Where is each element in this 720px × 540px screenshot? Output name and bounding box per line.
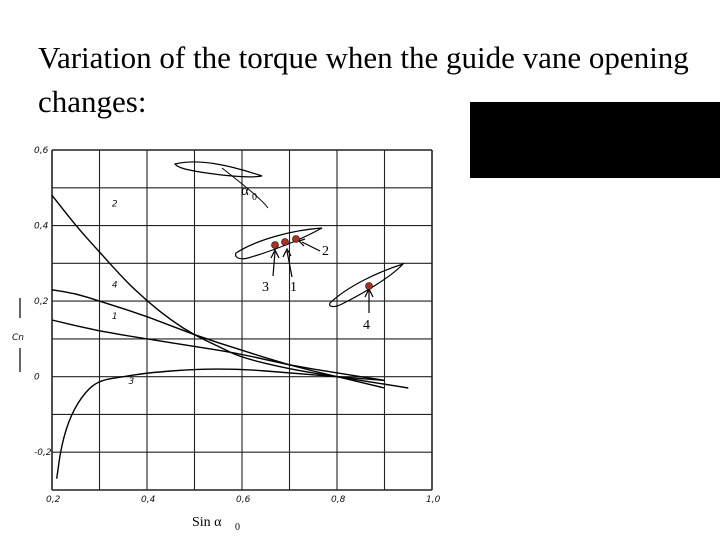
y-tick-label: 0,6 xyxy=(34,146,49,156)
y-tick-label: 0 xyxy=(34,373,40,383)
pivot-marker-2 xyxy=(292,235,300,243)
x-tick-label: 0,4 xyxy=(141,495,156,505)
x-axis-label-subscript: 0 xyxy=(235,522,240,533)
blade-sketch-right xyxy=(329,262,405,308)
svg-text:Cn: Cn xyxy=(12,333,24,343)
series-line-3 xyxy=(56,368,385,479)
series-label-4: 4 xyxy=(112,281,118,291)
series-line-1 xyxy=(51,319,385,382)
slide-title: Variation of the torque when the guide v… xyxy=(38,40,697,119)
redaction-box xyxy=(470,102,720,178)
series-label-3: 3 xyxy=(129,377,135,387)
blade-sketch-middle xyxy=(235,227,323,260)
chart-ticks: 0,2 0,4 0,6 0,8 1,0 0,6 0,4 0,2 0 -0,2 xyxy=(34,146,441,505)
pivot-label-4: 4 xyxy=(363,318,370,333)
series-label-1: 1 xyxy=(112,312,118,322)
alpha-symbol: α xyxy=(241,183,249,199)
pivot-label-1: 1 xyxy=(290,280,297,295)
x-tick-label: 0,8 xyxy=(331,495,346,505)
pivot-marker-3 xyxy=(271,241,279,249)
y-tick-label: 0,4 xyxy=(34,222,49,232)
x-tick-label: 0,2 xyxy=(46,495,61,505)
pivot-label-2: 2 xyxy=(322,244,329,259)
y-axis-label: Cn xyxy=(12,298,24,372)
pivot-label-3: 3 xyxy=(262,280,269,295)
annotation-arrows xyxy=(270,238,374,313)
chart-grid xyxy=(51,149,433,491)
pivot-marker-1 xyxy=(281,238,289,246)
chart-series: 2 4 1 3 xyxy=(51,194,409,479)
pivot-marker-4 xyxy=(365,282,373,290)
series-line-2 xyxy=(51,194,409,389)
series-label-2: 2 xyxy=(112,199,118,209)
y-tick-label: -0,2 xyxy=(34,448,52,458)
x-axis-label: Sin α xyxy=(192,515,222,530)
series-line-4 xyxy=(51,289,385,389)
alpha-subscript: 0 xyxy=(252,192,257,203)
blade-sketch-top xyxy=(173,161,269,209)
y-tick-label: 0,2 xyxy=(34,297,49,307)
x-tick-label: 0,6 xyxy=(236,495,251,505)
x-tick-label: 1,0 xyxy=(426,495,441,505)
